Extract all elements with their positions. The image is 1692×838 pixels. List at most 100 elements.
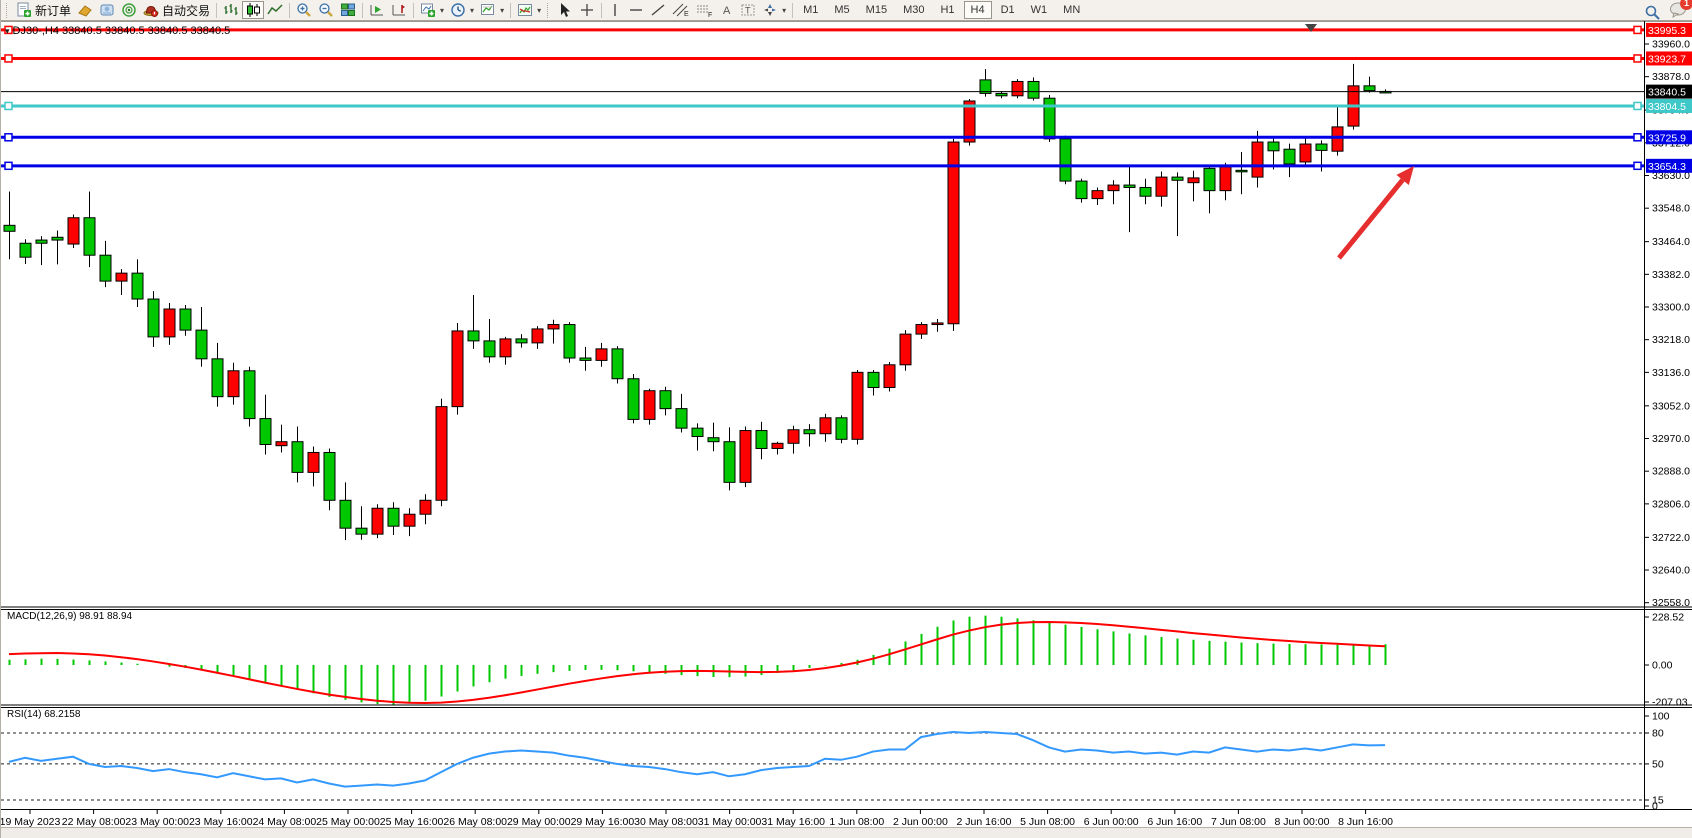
price-line-33995.3[interactable]: 33995.3 — [1, 22, 1692, 37]
chart-canvas[interactable]: 33960.033878.033794.033712.033630.033548… — [1, 21, 1692, 828]
candle — [499, 338, 512, 358]
profiles-button[interactable]: ▾ — [447, 1, 477, 20]
candle — [851, 371, 864, 440]
timeframe-d1[interactable]: D1 — [1000, 4, 1015, 16]
horizontal-line-button[interactable] — [625, 1, 647, 20]
timeframe-mn[interactable]: MN — [1063, 4, 1081, 16]
price-tick-label: 32806.0 — [1652, 498, 1690, 510]
price-badge — [1646, 158, 1692, 173]
signals-button[interactable] — [118, 1, 140, 20]
arrows-button[interactable]: ▾ — [759, 1, 789, 20]
line-handle[interactable] — [4, 54, 13, 63]
time-tick-label: 29 May 00:00 — [507, 816, 571, 828]
candle — [1059, 138, 1072, 182]
timeframe-m1[interactable]: M1 — [803, 4, 819, 16]
zoom-in-button[interactable] — [293, 1, 315, 20]
chart-shift-icon — [392, 5, 406, 16]
time-tick-label: 25 May 16:00 — [380, 816, 444, 828]
autotrading-button[interactable]: 自动交易 — [140, 1, 213, 20]
candlestick-chart-button[interactable] — [242, 1, 265, 19]
price-line-33923.7[interactable]: 33923.7 — [1, 51, 1692, 66]
timeframe-h1[interactable]: H1 — [940, 4, 955, 16]
timeframe-m15[interactable]: M15 — [865, 4, 888, 16]
macd-label: MACD(12,26,9) 98.91 88.94 — [7, 611, 133, 622]
notifications-button[interactable]: 1 — [1669, 0, 1692, 23]
toolbar-grip[interactable] — [547, 2, 551, 18]
time-tick-label: 8 Jun 16:00 — [1338, 816, 1393, 828]
chart-title[interactable]: ▾ DJ30-,H4 33840.5 33840.5 33840.5 33840… — [5, 25, 230, 37]
price-tick-label: 33464.0 — [1652, 236, 1690, 248]
price-line-33654.3[interactable]: 33654.3 — [1, 158, 1692, 173]
candle — [131, 272, 144, 300]
trend-line-button[interactable] — [647, 1, 669, 20]
candle — [867, 371, 880, 389]
line-chart-button[interactable] — [264, 1, 286, 20]
candle — [515, 338, 528, 344]
macd-tick-label: 228.52 — [1652, 612, 1684, 624]
zoom-in-icon — [297, 3, 311, 17]
price-line-33804.5[interactable]: 33804.5 — [1, 98, 1692, 113]
rsi-tick-label: 80 — [1652, 728, 1664, 740]
metaeditor-button[interactable] — [96, 1, 118, 20]
price-badge-label: 33804.5 — [1648, 101, 1686, 113]
text-button[interactable]: A — [717, 1, 737, 20]
line-handle[interactable] — [4, 133, 13, 142]
candle — [771, 442, 784, 449]
timeframe-m5[interactable]: M5 — [834, 4, 850, 16]
line-handle[interactable] — [1633, 25, 1642, 35]
line-handle[interactable] — [4, 101, 13, 111]
vertical-line-button[interactable] — [605, 1, 625, 20]
line-handle[interactable] — [1633, 133, 1642, 142]
candle — [1155, 176, 1168, 197]
tile-windows-button[interactable] — [337, 1, 359, 20]
line-handle[interactable] — [1633, 161, 1642, 171]
toolbar-separator — [413, 2, 415, 18]
indicators-button[interactable]: ▾ — [514, 1, 544, 20]
text-label-button[interactable]: T — [737, 1, 759, 20]
candle — [563, 324, 576, 359]
templates-icon — [481, 4, 495, 15]
templates-button[interactable]: ▾ — [477, 1, 507, 20]
time-tick-label: 5 Jun 08:00 — [1020, 816, 1075, 828]
fibonacci-button[interactable]: F — [693, 1, 717, 20]
auto-scroll-icon — [370, 5, 384, 16]
candle — [915, 324, 928, 335]
auto-scroll-button[interactable] — [366, 1, 388, 20]
zoom-out-button[interactable] — [315, 1, 337, 20]
candle — [1267, 141, 1280, 152]
price-line-33725.9[interactable]: 33725.9 — [1, 130, 1692, 145]
time-axis[interactable]: 19 May 2023 22 May 08:00 23 May 00:00 23 Ma… — [1, 810, 1393, 828]
price-tick-label: 32640.0 — [1652, 565, 1690, 577]
line-handle[interactable] — [1633, 101, 1642, 111]
chart-shift-marker[interactable] — [1305, 24, 1317, 32]
toolbar: 新订单 自动交易 — [1, 0, 1692, 21]
timeframe-h4[interactable]: H4 — [963, 1, 992, 19]
equidistant-channel-icon: E — [672, 3, 689, 18]
zoom-out-icon — [319, 3, 333, 17]
timeframe-w1[interactable]: W1 — [1030, 4, 1048, 16]
timeframe-m30[interactable]: M30 — [903, 4, 925, 16]
macd-tick-label: 0.00 — [1652, 660, 1673, 672]
toolbar-separator — [792, 2, 794, 18]
crosshair-button[interactable] — [576, 1, 598, 20]
time-tick-label: 6 Jun 00:00 — [1084, 816, 1139, 828]
equidistant-channel-button[interactable]: E — [669, 1, 693, 20]
line-handle[interactable] — [1633, 54, 1642, 63]
time-tick-label: 8 Jun 00:00 — [1275, 816, 1330, 828]
bar-chart-button[interactable] — [220, 1, 242, 20]
market-button[interactable] — [74, 1, 96, 20]
search-icon[interactable] — [1644, 4, 1661, 21]
candle — [147, 298, 160, 338]
trend-arrow-annotation[interactable] — [1337, 166, 1414, 260]
chart-shift-button[interactable] — [388, 1, 410, 20]
line-handle[interactable] — [4, 25, 13, 35]
new-chart-button[interactable]: ▾ — [417, 1, 447, 20]
candle — [1075, 180, 1088, 200]
price-line-33840.5[interactable]: 33840.5 — [1, 84, 1692, 99]
line-handle[interactable] — [4, 161, 13, 171]
new-order-button[interactable]: 新订单 — [13, 1, 74, 20]
candlestick-chart-icon — [247, 3, 261, 17]
toolbar-grip[interactable] — [6, 2, 10, 18]
candle — [1091, 190, 1104, 200]
cursor-button[interactable] — [554, 1, 576, 20]
